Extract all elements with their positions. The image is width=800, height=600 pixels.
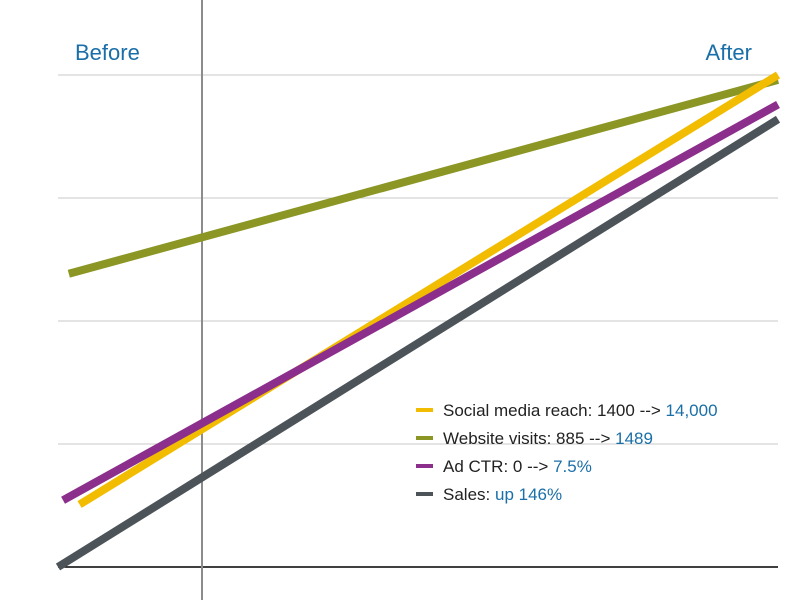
legend-entry-website: Website visits: 885 --> 1489 (443, 429, 653, 448)
after-label: After (706, 40, 752, 65)
legend-entry-social: Social media reach: 1400 --> 14,000 (443, 401, 718, 420)
legend-value-website: 1489 (615, 429, 653, 448)
legend: Social media reach: 1400 --> 14,000 Websi… (416, 401, 718, 504)
legend-label-website: Website visits: 885 --> (443, 429, 615, 448)
series-line-sales (55, 115, 781, 571)
legend-label-sales: Sales: (443, 485, 495, 504)
legend-entry-sales: Sales: up 146% (443, 485, 562, 504)
legend-label-social: Social media reach: 1400 --> (443, 401, 666, 420)
legend-value-adctr: 7.5% (553, 457, 592, 476)
legend-value-social: 14,000 (666, 401, 718, 420)
series-line-social (77, 71, 781, 508)
legend-entry-adctr: Ad CTR: 0 --> 7.5% (443, 457, 592, 476)
series-lines (55, 71, 781, 571)
series-line-adctr (61, 101, 780, 504)
legend-value-sales: up 146% (495, 485, 562, 504)
before-label: Before (75, 40, 140, 65)
gridlines (58, 0, 778, 600)
legend-label-adctr: Ad CTR: 0 --> (443, 457, 553, 476)
series-line-website (67, 76, 780, 278)
